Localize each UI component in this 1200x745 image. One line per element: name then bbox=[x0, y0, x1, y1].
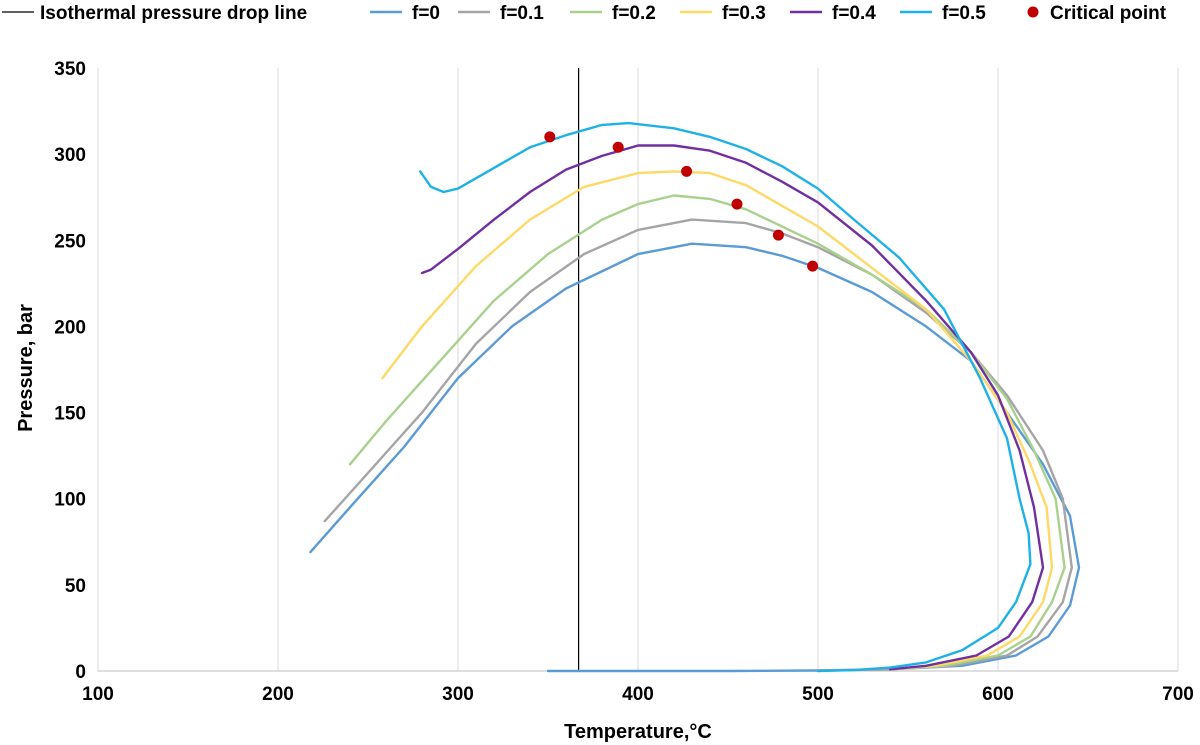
critical-point-5 bbox=[807, 260, 819, 272]
y-tick-label: 300 bbox=[54, 145, 86, 166]
x-tick-label: 100 bbox=[82, 684, 114, 705]
y-tick-label: 250 bbox=[54, 231, 86, 252]
legend-swatch-7 bbox=[1027, 6, 1039, 18]
critical-point-4 bbox=[772, 229, 784, 241]
series-line-2 bbox=[348, 194, 1066, 671]
y-tick-label: 200 bbox=[54, 317, 86, 338]
x-axis-title: Temperature,°C bbox=[564, 721, 712, 743]
x-tick-label: 700 bbox=[1162, 684, 1194, 705]
legend: Isothermal pressure drop line f=0 f=0.1 f=0… bbox=[2, 3, 1167, 24]
critical-point-2 bbox=[681, 165, 693, 177]
legend-label-2: f=0.1 bbox=[500, 3, 544, 24]
series-line-4 bbox=[420, 144, 1045, 671]
x-tick-label: 200 bbox=[262, 684, 294, 705]
series-line-5 bbox=[419, 121, 1032, 673]
critical-point-1 bbox=[612, 141, 624, 153]
y-tick-label: 50 bbox=[65, 576, 86, 597]
tick-labels: 100 200 300 400 500 600 700 0 50 100 150 200 250 300 3… bbox=[54, 59, 1194, 705]
y-tick-label: 100 bbox=[54, 490, 86, 511]
x-tick-label: 500 bbox=[802, 684, 834, 705]
series-lines bbox=[309, 68, 1081, 673]
x-tick-label: 400 bbox=[622, 684, 654, 705]
legend-label-5: f=0.4 bbox=[832, 3, 876, 24]
series-line-1 bbox=[323, 218, 1073, 672]
x-tick-label: 300 bbox=[442, 684, 474, 705]
x-tick-label: 600 bbox=[982, 684, 1014, 705]
y-tick-label: 150 bbox=[54, 404, 86, 425]
grid-lines bbox=[277, 68, 1179, 671]
legend-label-1: f=0 bbox=[412, 3, 440, 24]
legend-label-6: f=0.5 bbox=[942, 3, 986, 24]
series-line-3 bbox=[381, 170, 1054, 671]
legend-label-7: Critical point bbox=[1050, 3, 1167, 24]
y-axis-title: Pressure, bar bbox=[15, 304, 37, 432]
series-line-0 bbox=[309, 242, 1081, 673]
critical-points bbox=[544, 131, 819, 272]
y-tick-label: 350 bbox=[54, 59, 86, 80]
legend-label-0: Isothermal pressure drop line bbox=[40, 3, 307, 24]
legend-label-3: f=0.2 bbox=[612, 3, 656, 24]
y-tick-label: 0 bbox=[75, 662, 86, 683]
critical-point-3 bbox=[731, 198, 743, 210]
critical-point-0 bbox=[544, 131, 556, 143]
legend-label-4: f=0.3 bbox=[722, 3, 766, 24]
